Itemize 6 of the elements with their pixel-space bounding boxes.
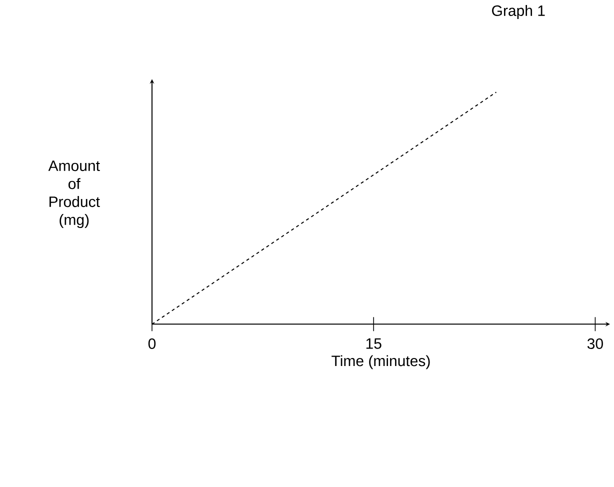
x-tick-label: 15: [366, 338, 382, 349]
x-axis-title: Time (minutes): [332, 355, 430, 370]
chart-title: Graph 1: [492, 4, 545, 19]
x-tick-label: 30: [587, 338, 603, 349]
x-tick-label: 0: [148, 338, 156, 349]
y-axis-title: Amount of Product (mg): [48, 160, 100, 228]
